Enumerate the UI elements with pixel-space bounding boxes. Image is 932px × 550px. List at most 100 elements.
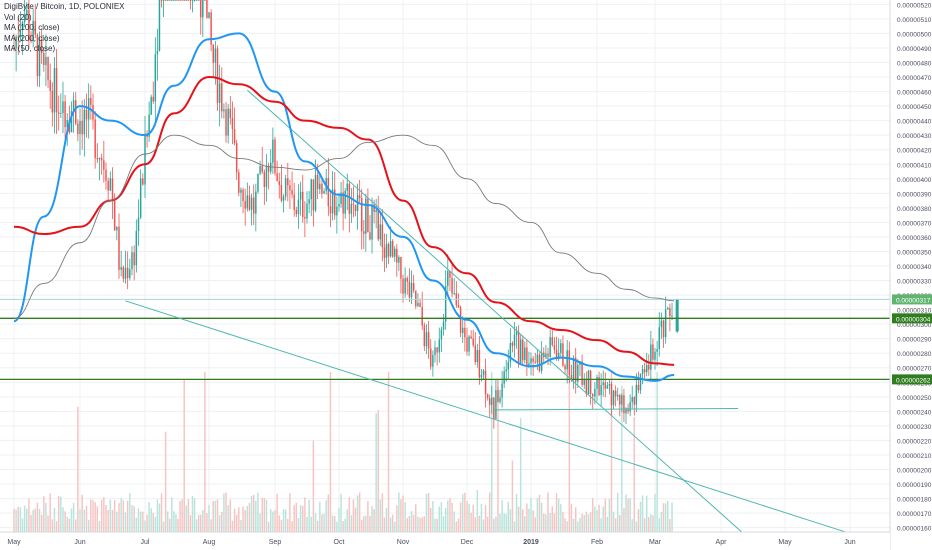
- indicator-vol[interactable]: Vol (20): [4, 12, 32, 22]
- volume-bar: [583, 515, 585, 532]
- volume-bar: [13, 508, 15, 532]
- svg-text:0.00000304: 0.00000304: [896, 316, 931, 323]
- candle: [171, 0, 173, 1]
- volume-bar: [585, 511, 588, 532]
- candle: [197, 0, 200, 1]
- candle: [321, 179, 323, 199]
- candle: [442, 313, 445, 336]
- candle: [598, 371, 600, 397]
- candle: [629, 394, 631, 417]
- time-axis[interactable]: May Jun Jul Aug Sep Oct Nov Dec 2019 Feb Mar Apr May…: [0, 531, 890, 550]
- candle: [641, 364, 644, 385]
- candle: [577, 359, 579, 388]
- volume-bar: [658, 518, 660, 532]
- volume-bar: [572, 518, 575, 532]
- price-axis[interactable]: 0.00000520 0.00000510 0.00000500 0.00000490…: [889, 0, 932, 550]
- candle: [427, 320, 430, 359]
- volume-bar: [594, 506, 596, 532]
- volume-bar: [627, 498, 629, 532]
- volume-bar: [297, 517, 300, 532]
- volume-bar: [555, 493, 558, 532]
- volume-bar: [667, 500, 669, 532]
- indicator-ma-100[interactable]: MA (100, close): [4, 23, 60, 32]
- volume-bar: [499, 513, 501, 532]
- candle: [32, 8, 34, 48]
- volume-bar: [557, 498, 560, 532]
- trendline-0[interactable]: [125, 300, 851, 534]
- volume-bar: [164, 431, 167, 532]
- x-tick-label: Apr: [716, 539, 728, 546]
- candle: [602, 370, 604, 397]
- y-tick-label: 0.00000240: [897, 409, 932, 416]
- volume-bar: [367, 501, 369, 532]
- candle: [338, 193, 340, 212]
- candle: [310, 178, 313, 217]
- volume-bar: [325, 500, 327, 532]
- candle: [547, 347, 549, 366]
- volume-bar: [193, 498, 196, 532]
- trendline-1[interactable]: [246, 89, 747, 537]
- candle: [425, 324, 428, 354]
- candle: [669, 303, 671, 332]
- candle: [639, 373, 642, 395]
- candle: [464, 319, 466, 352]
- volume-bar: [604, 498, 607, 532]
- indicator-ma-50[interactable]: MA (50, close): [4, 44, 56, 53]
- candle: [438, 327, 441, 363]
- x-tick-label: Jun: [844, 539, 855, 546]
- volume-bar: [204, 372, 206, 532]
- volume-bar: [360, 519, 363, 532]
- candle: [457, 293, 460, 309]
- trendlines[interactable]: [125, 89, 851, 537]
- candle: [604, 372, 607, 398]
- volume-bar: [53, 507, 56, 532]
- candle: [83, 99, 86, 157]
- candle: [107, 177, 109, 201]
- volume-bar: [553, 513, 556, 532]
- candle: [664, 296, 667, 344]
- candle: [455, 281, 458, 308]
- volume-bar: [17, 507, 19, 532]
- candle: [619, 393, 621, 417]
- volume-bar: [394, 521, 396, 532]
- horizontal-levels[interactable]: [0, 298, 890, 381]
- volume-bar: [152, 512, 154, 532]
- volume-bar: [566, 521, 568, 532]
- volume-bar: [162, 521, 165, 532]
- candle: [493, 396, 495, 429]
- symbol-title: DigiByte / Bitcoin, 1D, POLONIEX: [4, 2, 125, 11]
- volume-bar: [570, 503, 573, 532]
- candle: [434, 340, 436, 363]
- candle: [26, 2, 28, 20]
- indicator-ma-200[interactable]: MA (200, close): [4, 33, 60, 43]
- volume-bar: [549, 512, 551, 532]
- volume-bar: [389, 517, 392, 532]
- candle: [648, 354, 650, 376]
- volume-bar: [400, 499, 402, 532]
- candle: [43, 49, 45, 72]
- candle: [287, 162, 289, 202]
- candle: [295, 206, 298, 217]
- y-tick-label: 0.00000210: [897, 453, 932, 460]
- trendline-2[interactable]: [493, 407, 739, 411]
- candle: [660, 312, 663, 339]
- volume-bar: [83, 509, 86, 532]
- candle: [47, 56, 49, 89]
- candle: [34, 4, 37, 39]
- svg-text:0.00000262: 0.00000262: [896, 377, 931, 384]
- candle: [111, 167, 114, 220]
- volume-bar: [425, 493, 428, 532]
- volume-bar: [444, 507, 447, 532]
- candle: [488, 394, 491, 418]
- volume-bar: [486, 516, 489, 532]
- volume-bar: [645, 495, 648, 532]
- candle: [583, 373, 585, 390]
- candle: [423, 322, 426, 352]
- candle: [85, 93, 88, 138]
- candle: [122, 265, 125, 283]
- candle: [242, 187, 244, 214]
- volume-bar: [641, 495, 644, 532]
- candle: [654, 348, 656, 370]
- candle: [202, 0, 204, 38]
